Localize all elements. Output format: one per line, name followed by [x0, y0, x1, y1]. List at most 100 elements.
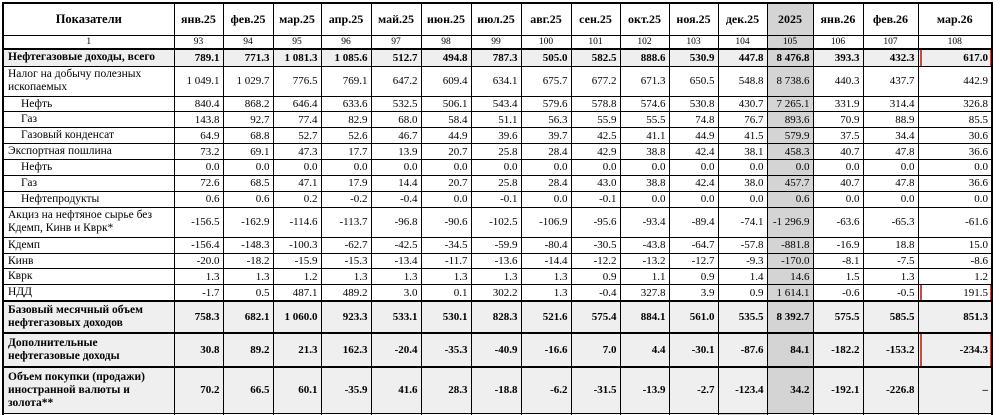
value-cell: 769.1	[320, 65, 372, 97]
value-cell: 314.4	[862, 95, 919, 113]
value-cell: -95.6	[570, 206, 621, 238]
column-number: 93	[173, 34, 224, 50]
table-row: Объем покупки (продажи) иностранной валю…	[2, 366, 993, 414]
value-cell: -0.6	[812, 284, 864, 302]
value-cell: 0.0	[619, 190, 670, 208]
row-label: Нефтепродукты	[2, 190, 175, 208]
value-cell: 575.5	[812, 300, 864, 334]
value-cell: 440.3	[812, 65, 864, 97]
value-cell: 84.1	[766, 332, 814, 368]
value-cell: 1.4	[717, 268, 768, 286]
month-column-header: дек.25	[717, 2, 768, 36]
value-cell: 43.0	[570, 174, 621, 192]
value-cell: 561.0	[668, 300, 719, 334]
value-cell: 0.0	[717, 159, 768, 176]
value-cell: 671.3	[619, 65, 670, 97]
value-cell: 17.9	[320, 174, 372, 192]
value-cell: 68.8	[222, 127, 274, 145]
value-cell: 0.0	[812, 159, 864, 176]
value-cell: -15.9	[272, 252, 322, 270]
value-cell: 0.0	[668, 190, 719, 208]
value-cell: 548.8	[717, 65, 768, 97]
value-cell: -100.3	[272, 236, 322, 254]
value-cell: -6.2	[520, 366, 572, 414]
value-cell: -106.9	[520, 206, 572, 238]
column-number: 105	[766, 34, 814, 50]
value-cell: 42.4	[668, 174, 719, 192]
indicators-header: Показатели	[2, 2, 175, 36]
column-number: 103	[668, 34, 719, 50]
value-cell: 888.6	[619, 48, 670, 67]
value-cell: -20.4	[370, 332, 422, 368]
value-cell: 458.3	[766, 143, 814, 160]
value-cell: 51.1	[470, 111, 522, 129]
value-cell: 0.0	[520, 190, 572, 208]
value-cell: 74.8	[668, 111, 719, 129]
value-cell: 38.8	[619, 143, 670, 160]
value-cell: -87.6	[717, 332, 768, 368]
value-cell: -8.6	[917, 252, 993, 270]
value-cell: 20.7	[420, 143, 472, 160]
column-number: 94	[222, 34, 274, 50]
value-cell: 1 614.1	[766, 284, 814, 302]
value-cell: 17.7	[320, 143, 372, 160]
row-label: Кврк	[2, 268, 175, 286]
value-cell: 0.9	[668, 268, 719, 286]
value-cell: -0.1	[570, 190, 621, 208]
value-cell: -43.8	[619, 236, 670, 254]
value-cell: 143.8	[173, 111, 224, 129]
value-cell: 60.1	[272, 366, 322, 414]
value-cell: 0.1	[420, 284, 472, 302]
table-row: Нефтегазовые доходы, всего 789.1 771.3 1 08…	[2, 48, 993, 67]
value-cell: -62.7	[320, 236, 372, 254]
value-cell: 55.5	[619, 111, 670, 129]
table-row: Газовый конденсат 64.9 68.8 52.7 52.6 46.7 44.…	[2, 127, 993, 145]
column-number: 101	[570, 34, 621, 50]
value-cell: 1 060.0	[272, 300, 322, 334]
value-cell: 0.2	[272, 190, 322, 208]
value-cell: 8 476.8	[766, 48, 814, 67]
value-cell: -96.8	[370, 206, 422, 238]
value-cell: -13.2	[619, 252, 670, 270]
red-highlight-box	[919, 285, 991, 301]
value-cell: 47.8	[862, 143, 919, 160]
value-cell: 70.9	[812, 111, 864, 129]
value-cell: 535.5	[717, 300, 768, 334]
month-column-header: ноя.25	[668, 2, 719, 36]
value-cell: 650.5	[668, 65, 719, 97]
value-cell: -234.3	[917, 332, 993, 368]
value-cell: 42.4	[668, 143, 719, 160]
value-cell: 633.6	[320, 95, 372, 113]
value-cell: 634.1	[470, 65, 522, 97]
value-cell: -80.4	[520, 236, 572, 254]
table-row: Дополнительные нефтегазовые доходы 30.8 89…	[2, 332, 993, 368]
value-cell: 609.4	[420, 65, 472, 97]
column-number: 98	[420, 34, 472, 50]
table-row: Нефть 840.4 868.2 646.4 633.6 532.5 506.1 543.4…	[2, 95, 993, 113]
value-cell: 530.8	[668, 95, 719, 113]
value-cell: 579.9	[766, 127, 814, 145]
value-cell: 47.1	[272, 174, 322, 192]
value-cell: 1 081.3	[272, 48, 322, 67]
table-row: НДД -1.7 0.5 487.1 489.2 3.0 0.1 302.2 1.3 -0.4 32…	[2, 284, 993, 302]
value-cell: 457.7	[766, 174, 814, 192]
value-cell: 776.5	[272, 65, 322, 97]
row-label: Нефть	[2, 159, 175, 176]
value-cell: 37.5	[812, 127, 864, 145]
value-cell: 884.1	[619, 300, 670, 334]
value-cell: -35.3	[420, 332, 472, 368]
value-cell: 0.0	[370, 159, 422, 176]
value-cell: -34.5	[420, 236, 472, 254]
column-number: 104	[717, 34, 768, 50]
value-cell: 530.9	[668, 48, 719, 67]
table-row: Кдемп -156.4 -148.3 -100.3 -62.7 -42.5 -34.5 -5…	[2, 236, 993, 254]
value-cell: 0.0	[917, 190, 993, 208]
value-cell: -8.1	[812, 252, 864, 270]
value-cell: 92.7	[222, 111, 274, 129]
month-column-header: фев.26	[862, 2, 919, 36]
value-cell: 40.7	[812, 174, 864, 192]
value-cell: 582.5	[570, 48, 621, 67]
value-cell: 4.4	[619, 332, 670, 368]
row-label: Объем покупки (продажи) иностранной валю…	[2, 366, 175, 414]
value-cell: 505.0	[520, 48, 572, 67]
